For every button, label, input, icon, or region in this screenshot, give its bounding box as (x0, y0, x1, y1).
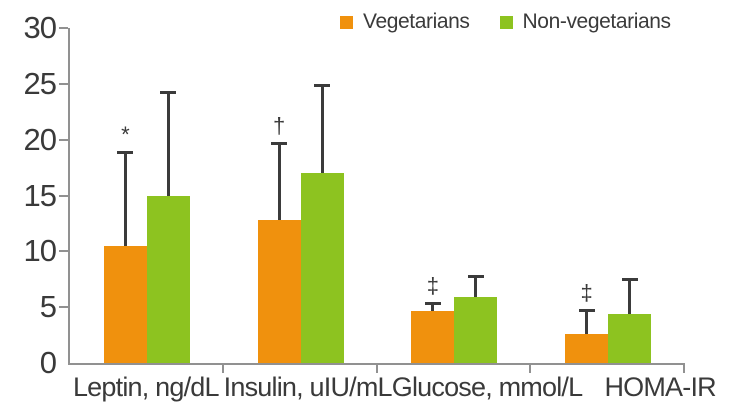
significance-marker-insulin-uiu-ml: † (273, 112, 286, 138)
legend-item-non-vegetarians: Non-vegetarians (499, 10, 671, 34)
significance-marker-glucose-mmol-l: ‡ (426, 272, 439, 298)
legend: Vegetarians Non-vegetarians (340, 10, 671, 34)
error-bar-cap-vegetarians-homa-ir (578, 309, 595, 313)
y-tick-label-0: 0 (39, 345, 57, 380)
error-bar-cap-non-vegetarians-glucose-mmol-l (467, 274, 484, 278)
bar-vegetarians-leptin-ng-dl (103, 245, 147, 363)
bar-vegetarians-glucose-mmol-l (411, 310, 455, 363)
x-category-label-insulin-uiu-ml: Insulin, uIU/mL (223, 372, 393, 402)
legend-swatch-vegetarians (340, 15, 353, 29)
error-bar-cap-vegetarians-insulin-uiu-ml (271, 141, 288, 145)
error-bar-vegetarians-glucose-mmol-l (431, 301, 435, 311)
bar-non-vegetarians-insulin-uiu-ml (300, 173, 344, 363)
error-bar-cap-vegetarians-glucose-mmol-l (424, 301, 441, 305)
bar-non-vegetarians-glucose-mmol-l (454, 297, 498, 363)
y-tick-label-25: 25 (23, 65, 57, 101)
legend-label-vegetarians: Vegetarians (363, 10, 470, 33)
x-category-label-leptin-ng-dl: Leptin, ng/dL (72, 372, 220, 402)
bar-vegetarians-insulin-uiu-ml (257, 220, 301, 363)
error-bar-cap-non-vegetarians-insulin-uiu-ml (314, 83, 331, 87)
x-category-label-glucose-mmol-l: Glucose, mmol/L (391, 372, 583, 402)
bar-vegetarians-homa-ir (565, 333, 609, 363)
x-tick-mark-2 (375, 365, 378, 373)
legend-item-vegetarians: Vegetarians (340, 10, 470, 34)
legend-label-non-vegetarians: Non-vegetarians (522, 10, 671, 33)
y-tick-mark-25 (59, 82, 68, 85)
y-tick-label-10: 10 (23, 233, 57, 269)
plot-area: * † ‡ ‡ (59, 27, 685, 373)
error-bar-vegetarians-homa-ir (585, 309, 589, 334)
error-bar-non-vegetarians-glucose-mmol-l (474, 274, 478, 298)
error-bar-non-vegetarians-leptin-ng-dl (166, 90, 170, 196)
error-bar-cap-non-vegetarians-homa-ir (621, 278, 638, 282)
y-tick-mark-20 (59, 138, 68, 141)
y-tick-label-20: 20 (23, 121, 57, 157)
y-tick-mark-15 (59, 194, 68, 197)
x-tick-mark-3 (529, 365, 532, 373)
error-bar-cap-non-vegetarians-leptin-ng-dl (160, 90, 177, 94)
y-tick-label-30: 30 (23, 10, 57, 45)
y-tick-mark-5 (59, 306, 68, 309)
error-bar-vegetarians-leptin-ng-dl (123, 150, 127, 246)
y-tick-mark-30 (59, 27, 68, 29)
y-tick-mark-10 (59, 250, 68, 253)
error-bar-cap-vegetarians-leptin-ng-dl (117, 150, 134, 154)
x-tick-mark-4 (683, 365, 685, 373)
legend-swatch-non-vegetarians (499, 15, 513, 29)
error-bar-non-vegetarians-insulin-uiu-ml (320, 83, 324, 174)
y-tick-label-15: 15 (23, 177, 57, 213)
error-bar-vegetarians-insulin-uiu-ml (277, 141, 281, 221)
bar-non-vegetarians-homa-ir (608, 313, 652, 363)
x-category-label-homa-ir: HOMA-IR (604, 372, 716, 402)
y-tick-label-5: 5 (39, 289, 57, 325)
significance-marker-homa-ir: ‡ (580, 280, 593, 306)
x-tick-mark-1 (221, 365, 224, 373)
error-bar-non-vegetarians-homa-ir (628, 278, 632, 314)
significance-marker-leptin-ng-dl: * (121, 121, 130, 147)
bar-non-vegetarians-leptin-ng-dl (146, 195, 190, 363)
x-axis-category-labels: Leptin, ng/dL Insulin, uIU/mL Glucose, mmo… (68, 372, 738, 403)
